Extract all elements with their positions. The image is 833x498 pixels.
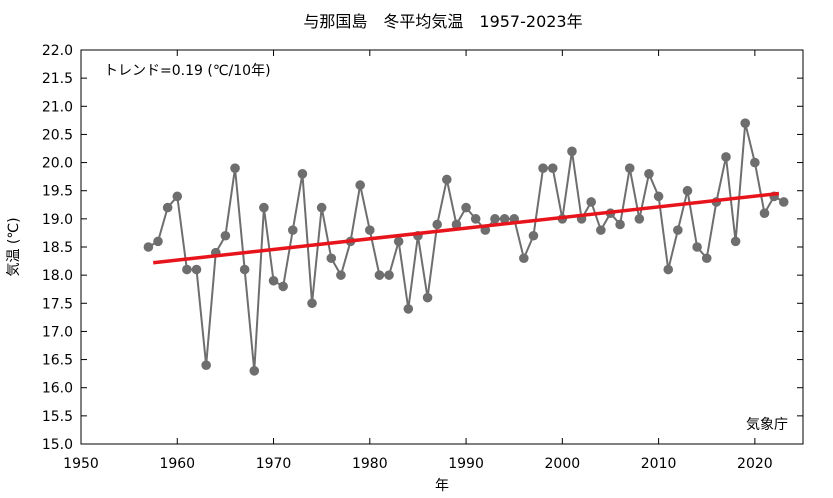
y-tick-label-13: 21.5: [42, 71, 73, 87]
y-tick-label-3: 16.5: [42, 353, 73, 369]
y-axis-label: 気温 (℃): [6, 217, 22, 276]
data-point-1960: [172, 191, 183, 202]
data-point-1963: [201, 360, 211, 371]
x-tick-label-3: 1980: [352, 456, 388, 472]
data-point-2017: [721, 152, 731, 162]
data-point-2019: [740, 118, 751, 128]
y-tick-label-7: 18.5: [42, 240, 73, 256]
series-line-0: [147, 122, 785, 371]
data-point-1965: [220, 230, 231, 241]
x-axis-label: 年: [435, 478, 449, 494]
x-axis-ticks: 1950 1960 1970 1980 1990 2000 2010 2020: [63, 50, 773, 472]
y-tick-label-9: 19.5: [42, 184, 73, 200]
y-tick-label-1: 15.5: [42, 409, 73, 425]
data-point-1993: [490, 214, 500, 224]
data-point-1976: [326, 253, 337, 264]
y-tick-label-5: 17.5: [42, 296, 73, 312]
y-tick-label-2: 16.0: [42, 381, 73, 397]
data-point-1991: [470, 214, 481, 224]
data-point-1990: [461, 202, 471, 213]
y-tick-label-14: 22.0: [42, 43, 73, 59]
data-point-1973: [297, 169, 308, 179]
data-point-1981: [374, 270, 385, 280]
data-point-1999: [547, 163, 558, 173]
data-point-2007: [624, 163, 635, 173]
data-point-1986: [422, 292, 433, 303]
data-point-1974: [307, 298, 317, 309]
data-point-2015: [701, 253, 712, 264]
data-point-1977: [336, 270, 346, 280]
x-tick-label-5: 2000: [545, 456, 581, 472]
data-point-1997: [528, 230, 539, 241]
data-point-2006: [615, 219, 625, 230]
data-point-1967: [239, 264, 250, 275]
x-tick-label-2: 1970: [256, 456, 292, 472]
y-axis-ticks: 15.0 15.5 16.0 16.5 17.0 17.5 18.0 18.5 19.0 19.5…: [42, 43, 803, 453]
series-layer: [143, 118, 789, 376]
data-point-2009: [644, 169, 654, 179]
data-point-1998: [538, 163, 548, 173]
chart-title: 与那国島 冬平均気温 1957-2023年: [303, 12, 582, 31]
data-point-2003: [586, 197, 597, 207]
y-tick-label-11: 20.5: [42, 127, 73, 143]
trend-layer: [153, 191, 780, 265]
x-tick-label-0: 1950: [63, 456, 99, 472]
data-point-1958: [153, 236, 163, 247]
x-tick-label-7: 2020: [737, 456, 773, 472]
y-tick-label-0: 15.0: [42, 437, 73, 453]
y-tick-label-4: 17.0: [42, 324, 73, 340]
data-point-2011: [663, 264, 674, 275]
y-tick-label-8: 19.0: [42, 212, 73, 228]
x-tick-label-6: 2010: [641, 456, 677, 472]
data-point-1970: [268, 275, 279, 286]
data-point-1982: [384, 270, 394, 280]
data-point-1968: [249, 366, 260, 376]
data-point-1962: [191, 264, 202, 275]
data-point-1987: [432, 219, 442, 230]
data-point-2010: [653, 191, 664, 202]
data-point-1972: [287, 225, 298, 235]
data-point-1983: [393, 236, 404, 247]
data-point-2001: [567, 146, 577, 157]
data-point-1961: [182, 264, 192, 275]
data-point-2013: [682, 185, 693, 196]
data-point-1994: [499, 214, 510, 224]
y-tick-label-6: 18.0: [42, 268, 73, 284]
data-point-2012: [673, 225, 683, 235]
data-point-2021: [759, 208, 770, 219]
data-point-1988: [442, 174, 452, 185]
plot-frame: [80, 49, 804, 445]
data-point-1975: [316, 202, 327, 213]
data-point-1980: [365, 225, 375, 235]
x-tick-label-4: 1990: [448, 456, 484, 472]
source-label: 気象庁: [746, 417, 788, 433]
data-point-1996: [519, 253, 529, 264]
data-point-2018: [730, 236, 741, 247]
data-point-1966: [230, 163, 240, 173]
x-tick-label-1: 1960: [159, 456, 195, 472]
data-point-2023: [778, 197, 789, 207]
data-point-1969: [259, 202, 269, 213]
trend-line: [153, 191, 780, 265]
data-point-1984: [403, 304, 414, 314]
data-point-1957: [143, 242, 154, 252]
y-tick-label-12: 21.0: [42, 99, 73, 115]
trend-annotation: トレンド=0.19 (℃/10年): [104, 63, 271, 79]
data-point-1989: [451, 219, 462, 230]
data-point-1971: [278, 281, 288, 292]
data-point-2014: [692, 242, 702, 252]
data-point-2020: [750, 157, 760, 168]
data-point-1959: [162, 202, 173, 213]
data-point-2008: [634, 214, 645, 224]
y-tick-label-10: 20.0: [42, 156, 73, 172]
data-point-2004: [596, 225, 606, 235]
data-point-1979: [355, 180, 365, 190]
